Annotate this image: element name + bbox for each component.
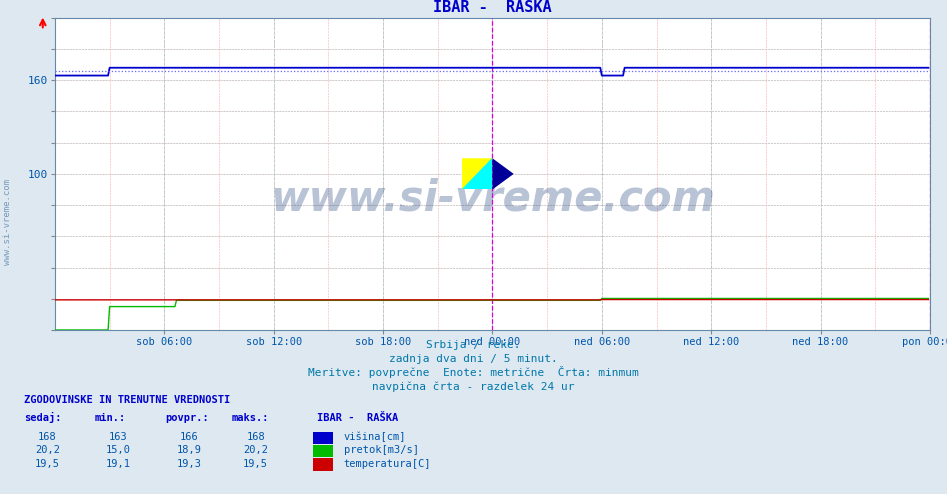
Text: 15,0: 15,0 [106,446,131,455]
Text: 19,5: 19,5 [35,459,60,469]
Polygon shape [462,158,492,190]
Text: 168: 168 [38,432,57,442]
Text: 20,2: 20,2 [35,446,60,455]
Text: www.si-vreme.com: www.si-vreme.com [270,178,715,220]
Text: ZGODOVINSKE IN TRENUTNE VREDNOSTI: ZGODOVINSKE IN TRENUTNE VREDNOSTI [24,395,230,405]
Polygon shape [492,158,513,190]
Text: zadnja dva dni / 5 minut.: zadnja dva dni / 5 minut. [389,354,558,364]
Text: min.:: min.: [95,413,126,423]
Text: 163: 163 [109,432,128,442]
Text: 19,3: 19,3 [177,459,202,469]
Text: maks.:: maks.: [232,413,270,423]
Polygon shape [462,158,492,190]
Text: 19,1: 19,1 [106,459,131,469]
Text: 18,9: 18,9 [177,446,202,455]
Text: sedaj:: sedaj: [24,412,62,423]
Text: www.si-vreme.com: www.si-vreme.com [3,179,12,265]
Text: IBAR -  RAŠKA: IBAR - RAŠKA [317,413,399,423]
Text: navpična črta - razdelek 24 ur: navpična črta - razdelek 24 ur [372,381,575,392]
Text: 166: 166 [180,432,199,442]
Text: 20,2: 20,2 [243,446,268,455]
Title: IBAR -  RAŠKA: IBAR - RAŠKA [433,0,552,15]
Text: 168: 168 [246,432,265,442]
Text: povpr.:: povpr.: [166,413,209,423]
Text: višina[cm]: višina[cm] [344,432,406,442]
Text: Meritve: povprečne  Enote: metrične  Črta: minmum: Meritve: povprečne Enote: metrične Črta:… [308,366,639,378]
Text: Srbija / reke.: Srbija / reke. [426,340,521,350]
Text: 19,5: 19,5 [243,459,268,469]
Text: temperatura[C]: temperatura[C] [344,459,431,469]
Text: pretok[m3/s]: pretok[m3/s] [344,446,419,455]
